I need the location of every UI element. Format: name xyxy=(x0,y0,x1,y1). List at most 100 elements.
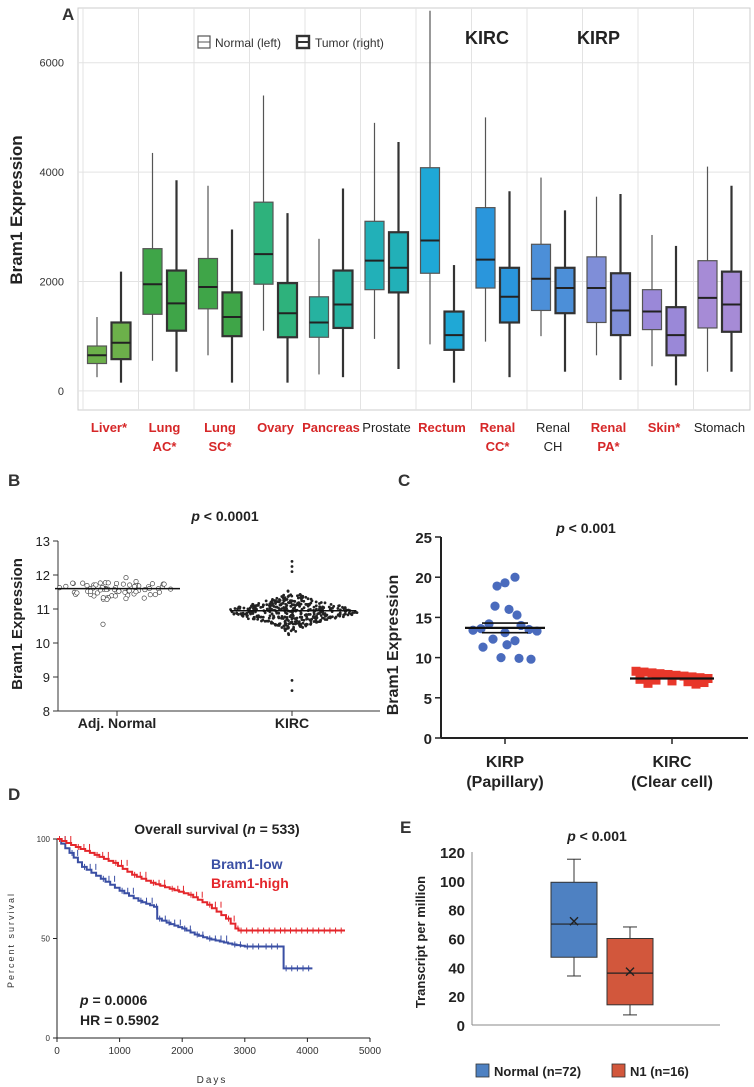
e-box-0 xyxy=(550,881,598,958)
b-point-kirc xyxy=(286,601,290,604)
b-point-normal xyxy=(133,589,139,595)
c-point-kirp xyxy=(510,572,520,582)
b-ytick-label: 13 xyxy=(36,534,50,549)
panel-c-p-italic: p xyxy=(555,520,565,536)
a-box-normal xyxy=(697,260,718,329)
b-point-kirc xyxy=(300,615,304,619)
b-point-kirc xyxy=(299,611,303,615)
panel-d-title-post: = 533) xyxy=(256,821,300,837)
c-point-kirc xyxy=(667,676,677,686)
c-point-kirc xyxy=(699,678,709,688)
c-point-kirp xyxy=(488,634,498,644)
e-ytick-label: 20 xyxy=(448,989,465,1006)
panel-c-x-label-kirp-1: KIRP xyxy=(486,754,525,771)
d-ytick-label: 50 xyxy=(41,935,50,944)
b-point-kirc xyxy=(288,621,292,625)
b-point-kirc xyxy=(300,618,304,621)
b-point-kirc xyxy=(246,617,250,621)
legend-bram1-high: Bram1-high xyxy=(211,875,289,891)
b-point-normal xyxy=(141,595,147,601)
b-point-kirc xyxy=(302,599,306,603)
b-point-kirc-extreme xyxy=(290,689,294,692)
b-point-normal-outlier xyxy=(100,621,106,627)
legend-normal-label: Normal (left) xyxy=(215,36,281,50)
d-ytick-label: 100 xyxy=(37,835,51,844)
c-ytick-label: 0 xyxy=(424,731,432,748)
b-point-kirc xyxy=(288,615,292,618)
a-box-tumor xyxy=(443,310,465,351)
c-point-kirc xyxy=(683,677,693,687)
a-box-tumor xyxy=(387,231,410,294)
b-point-kirc xyxy=(232,612,236,616)
b-point-kirc xyxy=(331,615,334,619)
d-xtick-label: 1000 xyxy=(108,1046,131,1057)
a-box-tumor xyxy=(332,269,354,330)
panel-label-a: A xyxy=(62,5,74,24)
b-point-normal xyxy=(88,588,94,594)
b-point-kirc xyxy=(280,615,284,618)
b-point-kirc xyxy=(327,605,331,609)
b-point-kirc xyxy=(277,616,281,620)
b-point-kirc xyxy=(338,604,341,608)
panel-a-y-label: Bram1 Expression xyxy=(7,135,26,284)
b-ytick-label: 10 xyxy=(36,636,50,651)
b-point-kirc xyxy=(292,603,296,607)
panel-c-scatter: p < 0.001 0 5 10 15 20 25 Bram1 Expression KI… xyxy=(385,520,748,791)
b-point-kirc xyxy=(296,594,299,598)
b-point-kirc-extreme xyxy=(290,679,294,682)
b-point-kirc xyxy=(264,599,268,603)
panel-a-boxes xyxy=(86,10,743,386)
b-point-kirc xyxy=(274,602,277,606)
panel-d-title-n: n xyxy=(247,821,256,837)
b-point-kirc xyxy=(293,599,297,603)
a-box-normal xyxy=(475,207,496,289)
b-point-kirc xyxy=(319,601,323,604)
e-mean-marker xyxy=(569,916,579,926)
a-box-tumor xyxy=(276,282,299,339)
b-point-kirc xyxy=(292,625,295,629)
b-point-normal xyxy=(84,582,90,588)
b-point-kirc xyxy=(251,617,255,621)
panel-e-axes: 0 20 40 60 80 100 120 xyxy=(440,845,720,1035)
b-ytick-label: 11 xyxy=(37,602,51,617)
b-point-kirc xyxy=(272,605,276,608)
b-point-normal xyxy=(94,590,100,596)
panel-e-p-italic: p xyxy=(566,828,576,844)
d-xtick-label: 2000 xyxy=(171,1046,194,1057)
a-box-tumor xyxy=(554,266,576,315)
b-point-kirc xyxy=(290,594,294,598)
panel-c-pvalue: p < 0.001 xyxy=(555,520,616,536)
b-point-kirc xyxy=(283,620,287,624)
b-point-normal xyxy=(156,589,162,595)
b-point-kirc xyxy=(295,619,299,623)
b-point-normal xyxy=(70,580,76,586)
b-point-kirc xyxy=(325,618,329,621)
b-point-kirc xyxy=(289,604,293,608)
c-ytick-label: 15 xyxy=(415,610,432,627)
panel-e-y-label: Transcript per million xyxy=(413,876,428,1008)
c-point-kirp xyxy=(526,654,536,664)
b-point-kirc xyxy=(268,607,272,611)
c-point-kirc xyxy=(639,667,649,677)
a-box-tumor xyxy=(165,269,188,332)
c-point-kirc xyxy=(663,669,673,679)
b-point-kirc xyxy=(282,593,286,597)
c-ytick-label: 10 xyxy=(415,651,432,668)
b-point-kirc xyxy=(280,607,284,611)
b-point-kirc xyxy=(304,613,308,616)
panel-label-c: C xyxy=(398,471,410,490)
a-xlabel-line1: Skin* xyxy=(648,420,681,435)
b-point-kirc xyxy=(233,607,237,610)
d-curve-Bram1-high xyxy=(57,838,345,932)
e-ytick-label: 120 xyxy=(440,845,465,862)
panel-a-grid xyxy=(78,8,750,410)
b-point-kirc xyxy=(261,603,265,607)
a-box-normal xyxy=(197,257,219,310)
panel-b-p-rest: < 0.0001 xyxy=(200,508,259,524)
b-point-kirc xyxy=(257,601,261,605)
e-ytick-label: 60 xyxy=(448,932,465,949)
b-point-kirc xyxy=(253,607,257,611)
a-xlabel-line1: Lung xyxy=(149,420,181,435)
b-point-normal xyxy=(147,592,153,598)
